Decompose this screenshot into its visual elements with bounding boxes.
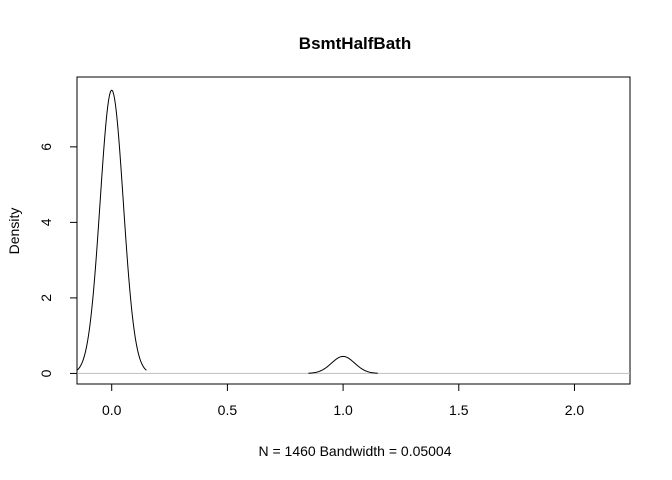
- y-tick-label: 0: [38, 369, 54, 377]
- x-tick-label: 1.5: [449, 402, 469, 418]
- x-tick-label: 1.0: [333, 402, 353, 418]
- plot-frame: [76, 76, 631, 385]
- y-axis-label: Density: [6, 208, 22, 255]
- y-tick-label: 2: [38, 294, 54, 302]
- x-tick-label: 2.0: [565, 402, 585, 418]
- y-axis: 0 2 4 6: [38, 143, 78, 377]
- y-tick-label: 6: [38, 143, 54, 151]
- y-tick-label: 4: [38, 218, 54, 226]
- x-tick-label: 0.0: [102, 402, 122, 418]
- density-curve: [76, 89, 378, 374]
- x-tick-label: 0.5: [218, 402, 238, 418]
- x-axis: 0.0 0.5 1.0 1.5 2.0: [102, 383, 585, 418]
- x-axis-label: N = 1460 Bandwidth = 0.05004: [258, 443, 451, 459]
- chart-title: BsmtHalfBath: [299, 34, 411, 53]
